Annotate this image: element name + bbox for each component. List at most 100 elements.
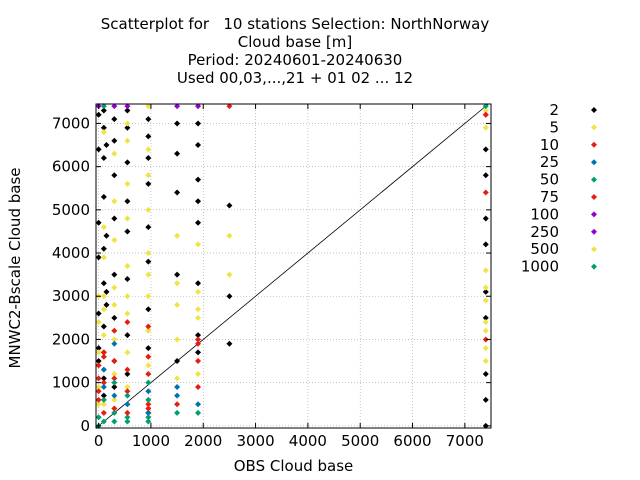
data-point	[111, 116, 118, 123]
data-point	[111, 405, 118, 412]
data-point	[100, 392, 107, 399]
x-tick-label: 3000	[236, 432, 274, 450]
legend-marker	[591, 228, 597, 235]
data-point	[482, 422, 489, 429]
data-point	[174, 383, 181, 390]
data-point	[124, 124, 131, 131]
data-point	[111, 150, 118, 157]
data-point	[95, 414, 102, 421]
y-tick-label: 0	[80, 417, 90, 435]
data-point	[95, 146, 102, 153]
data-point	[100, 254, 107, 261]
data-point	[145, 327, 152, 334]
data-point	[195, 349, 202, 356]
data-point	[195, 383, 202, 390]
data-point	[100, 155, 107, 161]
data-point	[174, 301, 181, 308]
data-point	[174, 150, 181, 157]
legend-marker	[591, 176, 597, 183]
data-point	[482, 336, 489, 343]
data-point	[145, 133, 152, 140]
data-point	[145, 409, 152, 416]
data-point	[95, 111, 102, 118]
data-point	[95, 310, 102, 317]
data-point	[111, 418, 118, 425]
data-point	[482, 358, 489, 365]
data-point	[145, 362, 152, 369]
data-point	[103, 142, 110, 149]
data-point	[124, 228, 131, 235]
y-axis-ticks: 0 1000 2000 3000 4000 5000 6000 7000	[52, 114, 491, 435]
data-point	[226, 271, 233, 278]
data-point	[145, 414, 152, 421]
data-point	[482, 146, 489, 153]
data-point	[482, 215, 489, 222]
data-point	[95, 401, 102, 408]
data-point	[124, 388, 131, 395]
data-point	[145, 371, 152, 377]
x-tick-label: 6000	[393, 432, 431, 450]
grid-lines	[96, 104, 491, 428]
data-point	[174, 401, 181, 408]
data-point	[124, 263, 131, 269]
data-point	[111, 137, 118, 144]
data-point	[124, 107, 131, 114]
diagonal-line	[95, 103, 489, 429]
data-point	[482, 288, 489, 295]
data-point	[145, 271, 152, 278]
legend-label: 500	[530, 240, 559, 258]
data-point	[145, 116, 152, 123]
data-point	[100, 396, 107, 403]
data-point	[482, 241, 489, 248]
data-point	[124, 275, 131, 282]
chart-title: Scatterplot for 10 stations Selection: N…	[0, 15, 590, 87]
data-point	[195, 219, 202, 226]
data-point	[482, 319, 489, 326]
y-tick-label: 2000	[52, 330, 90, 348]
data-point	[111, 284, 118, 291]
data-point	[111, 409, 118, 416]
data-point	[100, 418, 107, 425]
data-point	[195, 358, 202, 365]
data-point	[174, 103, 181, 110]
data-point	[124, 215, 131, 222]
legend-label: 25	[540, 153, 559, 171]
data-point	[111, 336, 118, 343]
data-point	[111, 237, 118, 244]
legend-marker	[591, 263, 597, 270]
data-point	[111, 103, 118, 110]
legend-marker	[591, 194, 597, 200]
data-point	[111, 379, 118, 386]
data-point	[145, 180, 152, 187]
data-point	[124, 383, 131, 390]
data-point	[145, 146, 152, 153]
data-point	[100, 349, 107, 356]
data-point	[100, 353, 107, 360]
data-point	[100, 401, 107, 408]
data-point	[195, 120, 202, 127]
data-point	[195, 241, 202, 248]
data-point	[103, 301, 110, 308]
data-point	[226, 202, 233, 209]
data-point	[195, 142, 202, 149]
data-point	[111, 271, 118, 278]
data-point	[482, 297, 489, 304]
legend-marker	[591, 211, 597, 218]
y-tick-label: 1000	[52, 374, 90, 392]
data-point	[124, 349, 131, 356]
y-tick-label: 3000	[52, 287, 90, 305]
data-point	[145, 103, 152, 110]
data-point	[195, 332, 202, 339]
data-point	[226, 293, 233, 300]
data-point	[103, 288, 110, 295]
x-tick-label: 0	[94, 432, 104, 450]
data-point	[482, 172, 489, 179]
data-point	[195, 371, 202, 377]
legend-label: 100	[530, 205, 559, 223]
title-line-4: Used 00,03,...,21 + 01 02 ... 12	[176, 69, 414, 87]
data-point	[145, 396, 152, 403]
data-point	[482, 103, 489, 110]
legend-marker	[591, 141, 597, 148]
data-point	[482, 314, 489, 321]
